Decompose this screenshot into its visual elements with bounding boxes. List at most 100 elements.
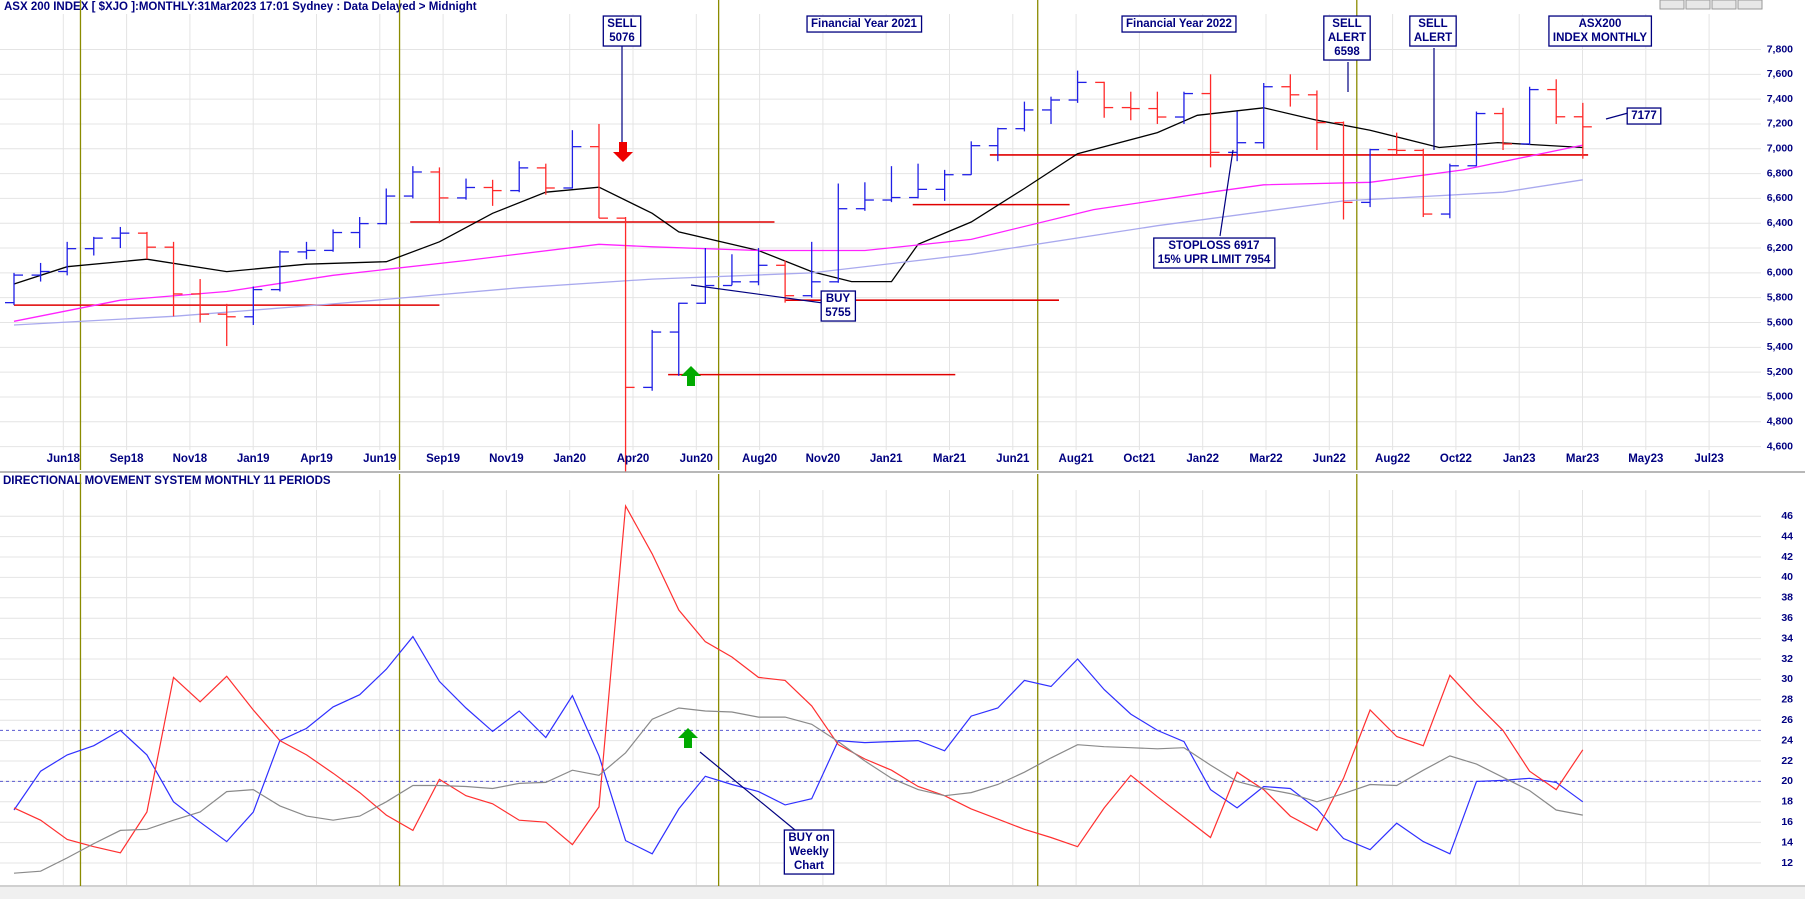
x-tick-label: Jun19 (363, 453, 396, 465)
x-tick-label: Aug22 (1375, 453, 1410, 465)
annotation: Financial Year 2022 (1121, 15, 1237, 33)
x-tick-label: Mar21 (933, 453, 967, 465)
connector (699, 751, 796, 831)
annotation-text: INDEX MONTHLY (1553, 32, 1647, 44)
annotation-text: Weekly (789, 846, 829, 858)
y-tick-label: 18 (1781, 796, 1793, 808)
panel-title: DIRECTIONAL MOVEMENT SYSTEM MONTHLY 11 P… (3, 475, 331, 487)
annotation-text: BUY on (788, 832, 829, 844)
y-tick-label: 34 (1781, 632, 1793, 644)
nav-first[interactable] (1659, 0, 1685, 10)
annotation-box (806, 15, 923, 33)
buy-arrow (681, 366, 701, 386)
annotation-text: ALERT (1414, 32, 1452, 44)
x-tick-label: Nov19 (489, 453, 524, 465)
annotations: SELL 5076 Financial Year 2021 Financial Yea… (602, 15, 1662, 875)
annotation-box (783, 829, 835, 875)
x-tick-label: Jan21 (870, 453, 903, 465)
annotation-text: SELL (1418, 18, 1447, 30)
y-tick-label: 6,000 (1767, 267, 1793, 279)
annotation: SELL ALERT (1409, 15, 1457, 47)
fiscal-lines (79, 0, 1358, 886)
x-tick-label: Sep19 (426, 453, 460, 465)
y-tick-label: 5,800 (1767, 291, 1793, 303)
connector (1605, 112, 1629, 120)
annotation: SELL ALERT 6598 (1323, 15, 1371, 61)
annotation-box (1548, 15, 1653, 47)
y-tick-label: 36 (1781, 612, 1793, 624)
annotation: BUY on Weekly Chart (783, 829, 835, 875)
y-tick-label: 5,400 (1767, 341, 1793, 353)
grid (0, 14, 1761, 885)
annotation-text: Chart (794, 860, 824, 872)
y-tick-label: 32 (1781, 653, 1793, 665)
y-tick-label: 6,800 (1767, 167, 1793, 179)
y-tick-label: 20 (1781, 775, 1793, 787)
y-tick-label: 42 (1781, 551, 1793, 563)
y-tick-label: 5,000 (1767, 391, 1793, 403)
annotation-box (602, 15, 642, 47)
nav-buttons[interactable] (1659, 0, 1763, 10)
annotation-text: 5755 (825, 307, 851, 319)
bottom-strip (0, 887, 1805, 899)
y-tick-label: 7,800 (1767, 43, 1793, 55)
nav-next[interactable] (1711, 0, 1737, 10)
buy-arrow (678, 728, 698, 748)
x-tick-label: Nov18 (173, 453, 208, 465)
x-tick-label: Sep18 (110, 453, 144, 465)
y-tick-label: 6,200 (1767, 242, 1793, 254)
x-tick-label: Jan22 (1186, 453, 1219, 465)
annotation-box (820, 290, 857, 322)
sell-arrow (613, 142, 633, 162)
x-tick-label: Jul23 (1694, 453, 1723, 465)
annotation-text: Financial Year 2021 (811, 18, 918, 30)
annotation-text: 5076 (609, 32, 635, 44)
x-tick-label: Jan23 (1503, 453, 1536, 465)
x-tick-label: Apr20 (617, 453, 650, 465)
marks (0, 70, 1761, 874)
y-tick-label: 4,800 (1767, 416, 1793, 428)
connector (1219, 149, 1234, 237)
y-tick-label: 28 (1781, 694, 1793, 706)
moving-average (13, 107, 1583, 285)
y-tick-label: 38 (1781, 592, 1793, 604)
x-tick-label: Jun22 (1313, 453, 1346, 465)
annotation-box (1409, 15, 1457, 47)
series-line (13, 707, 1583, 874)
annotation-box (1626, 107, 1662, 125)
annotation-text: ASX200 (1579, 18, 1622, 30)
x-tick-label: Mar22 (1249, 453, 1282, 465)
x-tick-label: Nov20 (806, 453, 841, 465)
x-tick-label: Oct21 (1123, 453, 1156, 465)
annotation: ASX200 INDEX MONTHLY (1548, 15, 1653, 47)
annotation: STOPLOSS 6917 15% UPR LIMIT 7954 (1153, 237, 1276, 269)
x-tick-label: Aug20 (742, 453, 777, 465)
y-tick-label: 7,400 (1767, 93, 1793, 105)
x-tick-label: Jan20 (553, 453, 586, 465)
nav-last[interactable] (1737, 0, 1763, 10)
series-line (13, 635, 1584, 855)
annotation-box (1323, 15, 1371, 61)
annotation: SELL 5076 (602, 15, 642, 47)
x-tick-label: Jun21 (996, 453, 1030, 465)
annotation: BUY 5755 (820, 290, 857, 322)
series-line (13, 503, 1584, 854)
chart-title: ASX 200 INDEX [ $XJO ]:MONTHLY:31Mar2023… (4, 1, 477, 13)
annotation-text: 15% UPR LIMIT 7954 (1158, 254, 1271, 266)
y-tick-label: 26 (1781, 714, 1793, 726)
x-tick-label: Jun20 (680, 453, 713, 465)
y-tick-label: 24 (1781, 734, 1793, 746)
y-tick-label: 4,600 (1767, 440, 1793, 452)
y-tick-label: 6,600 (1767, 192, 1793, 204)
y-tick-label: 40 (1781, 571, 1793, 583)
annotation-text: SELL (607, 18, 636, 30)
nav-prev[interactable] (1685, 0, 1711, 10)
annotation-text: 7177 (1631, 110, 1657, 122)
x-tick-label: Aug21 (1059, 453, 1095, 465)
x-tick-label: Jan19 (237, 453, 270, 465)
annotation-text: 6598 (1334, 46, 1360, 58)
y-tick-label: 44 (1781, 530, 1793, 542)
y-tick-label: 5,600 (1767, 316, 1793, 328)
